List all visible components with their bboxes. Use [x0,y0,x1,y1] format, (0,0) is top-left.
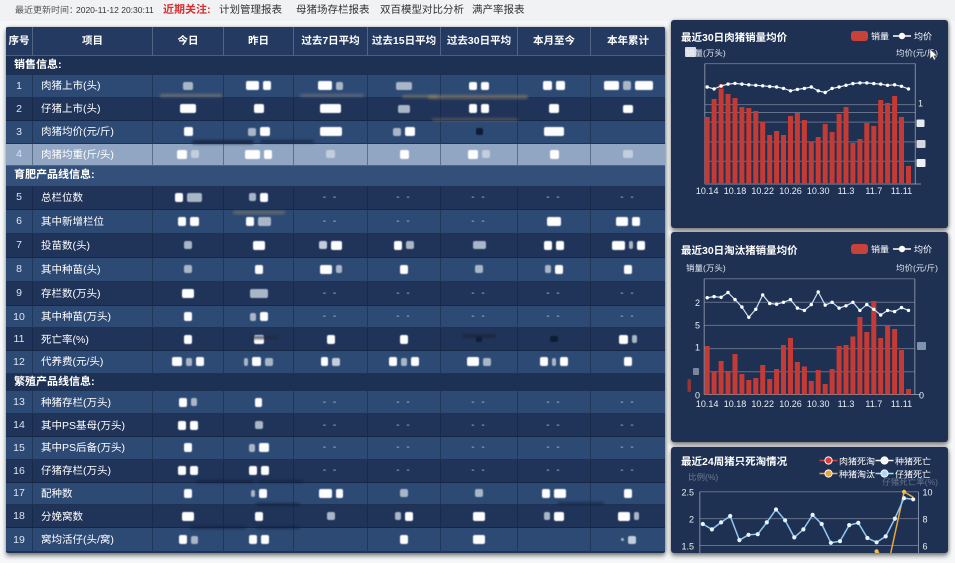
svg-text:10.26: 10.26 [779,186,802,196]
svg-text:1: 1 [695,343,700,353]
svg-text:5: 5 [695,321,700,331]
svg-text:11.7: 11.7 [865,399,882,409]
svg-text:10.14: 10.14 [696,186,719,196]
svg-text:10.30: 10.30 [807,399,830,409]
svg-text:种猪死亡: 种猪死亡 [895,457,931,467]
svg-text:11.3: 11.3 [838,399,855,409]
svg-text:10.18: 10.18 [724,186,747,196]
svg-text:最近30日肉猪销量均价: 最近30日肉猪销量均价 [681,32,788,44]
svg-text:销量(万头): 销量(万头) [686,263,726,273]
svg-text:1.5: 1.5 [681,542,694,552]
svg-text:均价: 均价 [914,245,932,255]
svg-text:10.22: 10.22 [751,399,774,409]
svg-text:1: 1 [918,99,923,109]
svg-text:6: 6 [923,542,928,552]
svg-text:销量(万头): 销量(万头) [686,48,726,58]
svg-text:10: 10 [923,488,933,498]
svg-text:0: 0 [919,391,924,401]
svg-text:2.5: 2.5 [681,488,694,498]
svg-text:销量: 销量 [871,245,889,255]
svg-text:种猪淘汰: 种猪淘汰 [839,470,875,480]
svg-text:仔猪死亡率(%): 仔猪死亡率(%) [882,477,938,487]
svg-text:10.26: 10.26 [779,399,802,409]
svg-text:2: 2 [689,515,694,525]
svg-text:均价: 均价 [914,32,932,42]
svg-text:0: 0 [695,391,700,401]
svg-text:比例(%): 比例(%) [688,472,718,482]
svg-text:仔猪死亡: 仔猪死亡 [895,470,931,480]
svg-text:11.7: 11.7 [865,186,882,196]
svg-text:最近24周猪只死淘情况: 最近24周猪只死淘情况 [681,456,788,468]
svg-text:均价(元/斤): 均价(元/斤) [896,48,938,58]
svg-text:肉猪死淘: 肉猪死淘 [839,457,875,467]
svg-text:8: 8 [923,515,928,525]
svg-text:11.3: 11.3 [838,186,855,196]
svg-text:均价(元/斤): 均价(元/斤) [896,263,938,273]
svg-text:10.22: 10.22 [751,186,774,196]
svg-text:销量: 销量 [871,32,889,42]
svg-text:10.18: 10.18 [724,399,747,409]
svg-text:11.11: 11.11 [891,186,912,196]
svg-text:11.11: 11.11 [891,399,912,409]
svg-text:10.14: 10.14 [696,399,719,409]
svg-text:最近30日淘汰猪销量均价: 最近30日淘汰猪销量均价 [681,245,798,257]
svg-text:10.30: 10.30 [807,186,830,196]
svg-text:2: 2 [695,298,700,308]
